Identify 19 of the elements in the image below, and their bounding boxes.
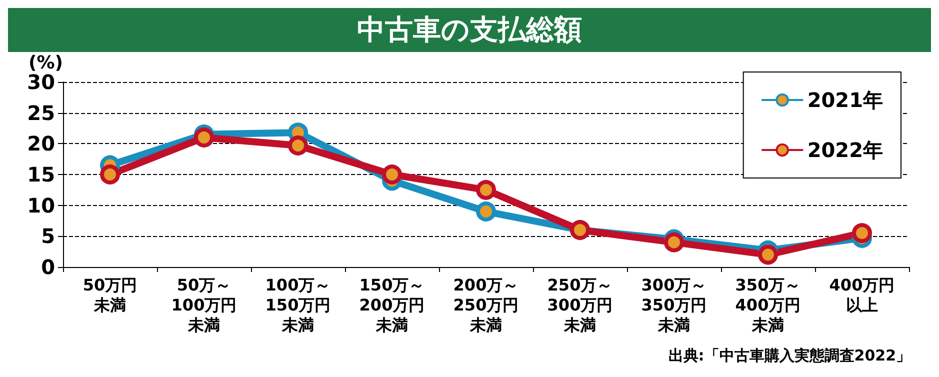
y-tick-label: 5: [41, 224, 55, 248]
y-tick-label: 10: [27, 193, 55, 218]
x-tick-label: 200万～250万円未満: [453, 276, 519, 334]
y-tick-label: 20: [27, 132, 55, 156]
x-tick-label: 50万円未満: [82, 276, 138, 314]
chart-title: 中古車の支払総額: [8, 8, 931, 52]
y-tick-label: 0: [41, 255, 55, 279]
x-tick-label: 300万～350万円未満: [641, 276, 707, 334]
x-tick-label: 50万～100万円未満: [171, 276, 237, 334]
x-tick-label: 400万円以上: [829, 276, 895, 314]
x-tick-label: 350万～400万円未満: [735, 276, 801, 334]
x-tick-label: 100万～150万円未満: [265, 276, 331, 334]
source-note: 出典:「中古車購入実態調査2022」: [668, 346, 912, 364]
legend-label: 2021年: [807, 88, 884, 112]
x-tick-label: 150万～200万円未満: [359, 276, 425, 334]
y-tick-label: 15: [27, 162, 55, 186]
legend-label: 2022年: [807, 138, 884, 162]
x-tick-label: 250万～300万円未満: [547, 276, 613, 334]
y-tick-label: 25: [27, 100, 55, 125]
